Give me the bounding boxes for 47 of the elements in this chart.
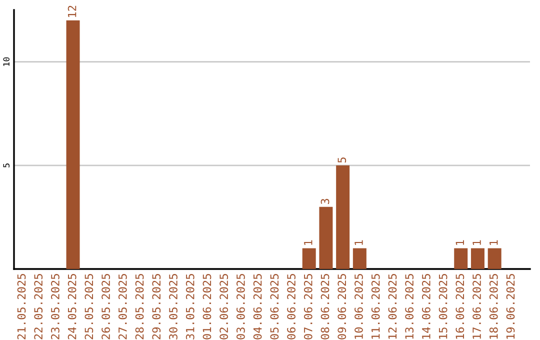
y-tick-label: 10 [3,57,10,66]
x-tick-label: 11.06.2025 [371,274,380,339]
bar [352,248,366,269]
x-tick-label: 27.05.2025 [118,274,127,340]
x-tick-label: 22.05.2025 [34,274,43,340]
x-tick-label: 13.06.2025 [405,274,414,339]
x-tick-label: 15.06.2025 [438,274,448,339]
x-tick-label: 24.05.2025 [68,274,76,340]
bar [470,248,484,269]
x-tick-label: 12.06.2025 [388,274,397,339]
x-tick-label: 10.06.2025 [354,274,363,339]
x-tick-label: 02.06.2025 [220,274,228,340]
data-label: 1 [354,240,363,245]
x-tick-label: 17.06.2025 [472,274,481,339]
x-tick-label: 08.06.2025 [320,274,330,340]
x-tick-label: 04.06.2025 [253,274,262,340]
x-tick-label: 29.05.2025 [152,274,161,340]
x-tick-label: 31.05.2025 [186,274,194,340]
data-label: 1 [472,240,481,245]
data-label: 5 [338,158,346,163]
x-tick-label: 01.06.2025 [202,274,212,340]
bar [319,206,333,269]
x-tick-label: 05.06.2025 [270,274,279,340]
data-label: 1 [490,240,498,245]
x-tick-label: 25.05.2025 [84,274,94,340]
data-label: 1 [456,240,464,245]
bar [302,248,316,269]
x-tick-label: 09.06.2025 [338,274,346,340]
bar [66,20,80,269]
x-tick-label: 16.06.2025 [456,274,464,339]
x-tick-label: 18.06.2025 [489,274,498,339]
data-label: 3 [320,198,330,204]
x-tick-label: 03.06.2025 [236,274,245,340]
bar [488,248,502,269]
x-tick-label: 21.05.2025 [17,274,26,340]
x-tick-label: 19.06.2025 [506,274,515,339]
x-tick-label: 30.05.2025 [169,274,178,340]
x-tick-label: 14.06.2025 [422,274,430,339]
x-tick-label: 07.06.2025 [304,274,312,340]
x-tick-label: 06.06.2025 [287,274,296,340]
data-label: 12 [68,6,76,17]
x-tick-label: 26.05.2025 [102,274,110,340]
x-tick-label: 28.05.2025 [135,274,144,340]
bar [336,165,350,269]
data-label: 1 [304,240,312,245]
bar [454,248,468,269]
x-tick-label: 23.05.2025 [51,274,60,340]
